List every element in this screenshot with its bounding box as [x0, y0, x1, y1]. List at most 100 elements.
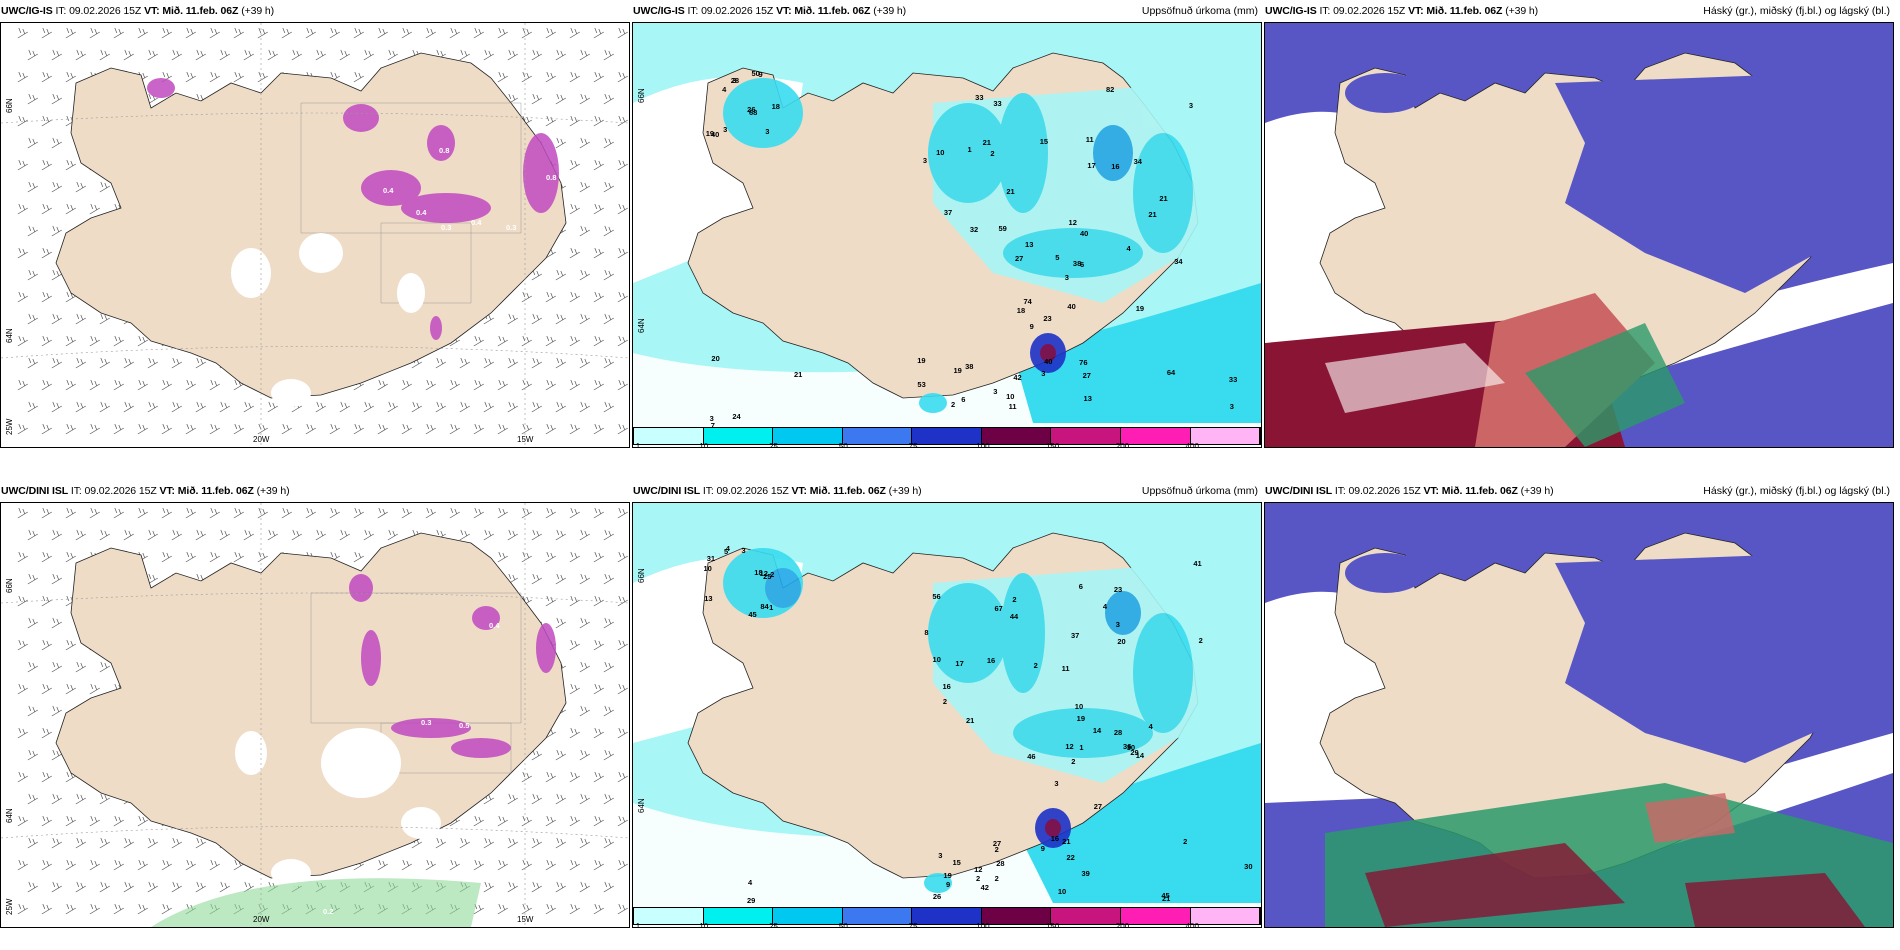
precip-value: 84 [760, 602, 769, 612]
precip-value: 21 [1148, 210, 1157, 220]
precip-value: 2 [1071, 756, 1076, 766]
precip-value: 28 [1113, 727, 1123, 737]
precip-value: 17 [955, 658, 964, 668]
precip-value: 13 [1083, 394, 1092, 404]
precip-value: 16 [1050, 834, 1060, 844]
precip-value: 21 [966, 716, 975, 726]
colorbar-label: 100 [976, 922, 990, 928]
panel-title-right: Uppsöfnuð úrkoma (mm) [1141, 5, 1258, 17]
precip-value: 76 [1079, 358, 1088, 368]
precip-value: 3 [723, 124, 728, 134]
precip-value: 53 [917, 380, 926, 390]
precip-value: 56 [932, 591, 941, 601]
white-patches [231, 233, 425, 407]
precip-value: 24 [732, 412, 741, 422]
precip-value: 23 [1043, 313, 1052, 323]
precip-value: 13 [1025, 240, 1034, 250]
precip-value: 18 [754, 567, 763, 577]
snow-value: 0.3 [421, 718, 432, 727]
precip-value: 16 [986, 656, 996, 666]
colorbar-label: 50 [838, 922, 848, 928]
precip-areas [723, 548, 1203, 893]
precip-value: 10 [932, 655, 941, 664]
precip-value: 23 [1113, 585, 1123, 595]
wind-snow-map [1, 503, 629, 927]
precip-value: 27 [1082, 371, 1091, 381]
precip-value: 50 [751, 68, 760, 78]
precip-value: 4 [747, 878, 753, 888]
precip-value: 16 [1111, 162, 1120, 172]
precip-value: 11 [1008, 401, 1017, 411]
colorbar-segment [842, 908, 913, 924]
precip-value: 16 [942, 682, 951, 692]
colorbar-label: 10 [699, 922, 709, 928]
panel-precip-dini: UWC/DINI ISL IT: 09.02.2026 15Z VT: Mið.… [632, 480, 1262, 928]
lat-label: 64N [637, 318, 646, 333]
precip-value: 3 [1064, 273, 1069, 283]
lat-label: 25W [5, 418, 14, 435]
precip-value: 17 [1087, 160, 1096, 170]
precip-value: 21 [1162, 894, 1171, 904]
snow-value: 0.8 [439, 146, 450, 155]
colorbar-segment [981, 908, 1052, 924]
precip-value: 33 [975, 93, 984, 103]
colorbar-label: 150 [1045, 442, 1060, 448]
precip-value: 19 [1135, 304, 1145, 314]
lat-lon-grid [1, 23, 629, 447]
precip-value: 21 [1159, 193, 1168, 203]
precip-value: 9 [946, 880, 951, 890]
precip-value: 9 [758, 69, 763, 79]
precip-value: 13 [704, 594, 713, 604]
colorbar-segment [1051, 428, 1121, 444]
lat-label: 66N [5, 98, 14, 113]
precip-value: 3 [1041, 369, 1046, 379]
lat-label: 66N [5, 578, 14, 593]
precip-value: 20 [711, 354, 720, 364]
precip-value: 4 [1126, 244, 1131, 254]
precip-value: 33 [1228, 374, 1238, 384]
low-cloud-over-land [1345, 73, 1835, 293]
precip-value: 1 [1079, 743, 1084, 753]
precip-value: 28 [730, 75, 740, 85]
wind-snow-map [1, 23, 629, 447]
precip-value: 21 [793, 370, 803, 380]
panel-wind-dini: UWC/DINI ISL IT: 09.02.2026 15Z VT: Mið.… [0, 480, 630, 928]
panel-precip-ig: UWC/IG-IS IT: 09.02.2026 15Z VT: Mið. 11… [632, 0, 1262, 448]
south-cloud-mix [1325, 783, 1893, 927]
precip-value: 59 [998, 224, 1007, 234]
precip-value: 19 [705, 128, 715, 138]
snow-value: 0.2 [323, 907, 334, 916]
lat-label: 64N [5, 328, 14, 343]
precip-value: 37 [1070, 631, 1080, 641]
precip-value: 2 [770, 570, 775, 580]
colorbar-segment [634, 428, 704, 444]
precip-value: 2 [1198, 636, 1203, 646]
snow-value: 0.5 [459, 721, 470, 730]
precip-value: 40 [1067, 301, 1076, 311]
precip-value: 26 [932, 891, 942, 901]
precip-value: 6 [1078, 581, 1083, 591]
precip-value: 2 [1033, 661, 1038, 671]
precip-value: 30 [1244, 861, 1253, 871]
precip-value: 2 [1183, 837, 1188, 847]
snow-value: 0.4 [383, 186, 394, 195]
snow-value: 0.3 [441, 223, 452, 232]
panel-header: UWC/IG-IS IT: 09.02.2026 15Z VT: Mið. 11… [1265, 5, 1539, 17]
precip-value: 19 [1076, 714, 1086, 724]
hatched-snow [300, 102, 522, 304]
colorbar-segment [703, 908, 774, 924]
precip-value: 11 [1085, 134, 1094, 144]
lat-label: 66N [637, 88, 646, 103]
colorbar-label: 50 [838, 442, 848, 448]
lon-label: 20W [253, 435, 270, 444]
precip-value: 42 [1013, 372, 1022, 382]
precip-value: 34 [1174, 256, 1183, 266]
precip-value: 14 [1092, 725, 1102, 735]
map-frame: 66N 64N 4 2 2 2 2 15 31 44 11 14 12 9 5 17 14 27 26 16 18 1… [632, 502, 1262, 928]
snow-value: 0.4 [416, 208, 427, 217]
colorbar-label: 75 [908, 442, 918, 448]
precip-value: 10 [703, 563, 712, 573]
precip-value: 4 [1102, 602, 1108, 612]
colorbar-label: 200 [1115, 922, 1130, 928]
colorbar-label: 150 [1045, 922, 1060, 928]
